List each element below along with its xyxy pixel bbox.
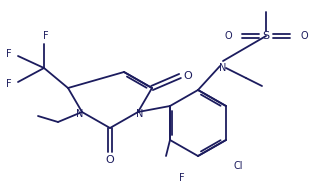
Text: F: F bbox=[6, 79, 12, 89]
Text: O: O bbox=[106, 155, 115, 165]
Text: F: F bbox=[6, 49, 12, 59]
Text: N: N bbox=[136, 109, 144, 119]
Text: F: F bbox=[179, 173, 185, 183]
Text: O: O bbox=[224, 31, 232, 41]
Text: F: F bbox=[43, 31, 49, 41]
Text: O: O bbox=[184, 71, 192, 81]
Text: O: O bbox=[300, 31, 308, 41]
Text: N: N bbox=[219, 63, 227, 73]
Text: S: S bbox=[262, 31, 270, 41]
Text: N: N bbox=[76, 109, 84, 119]
Text: Cl: Cl bbox=[233, 161, 243, 171]
